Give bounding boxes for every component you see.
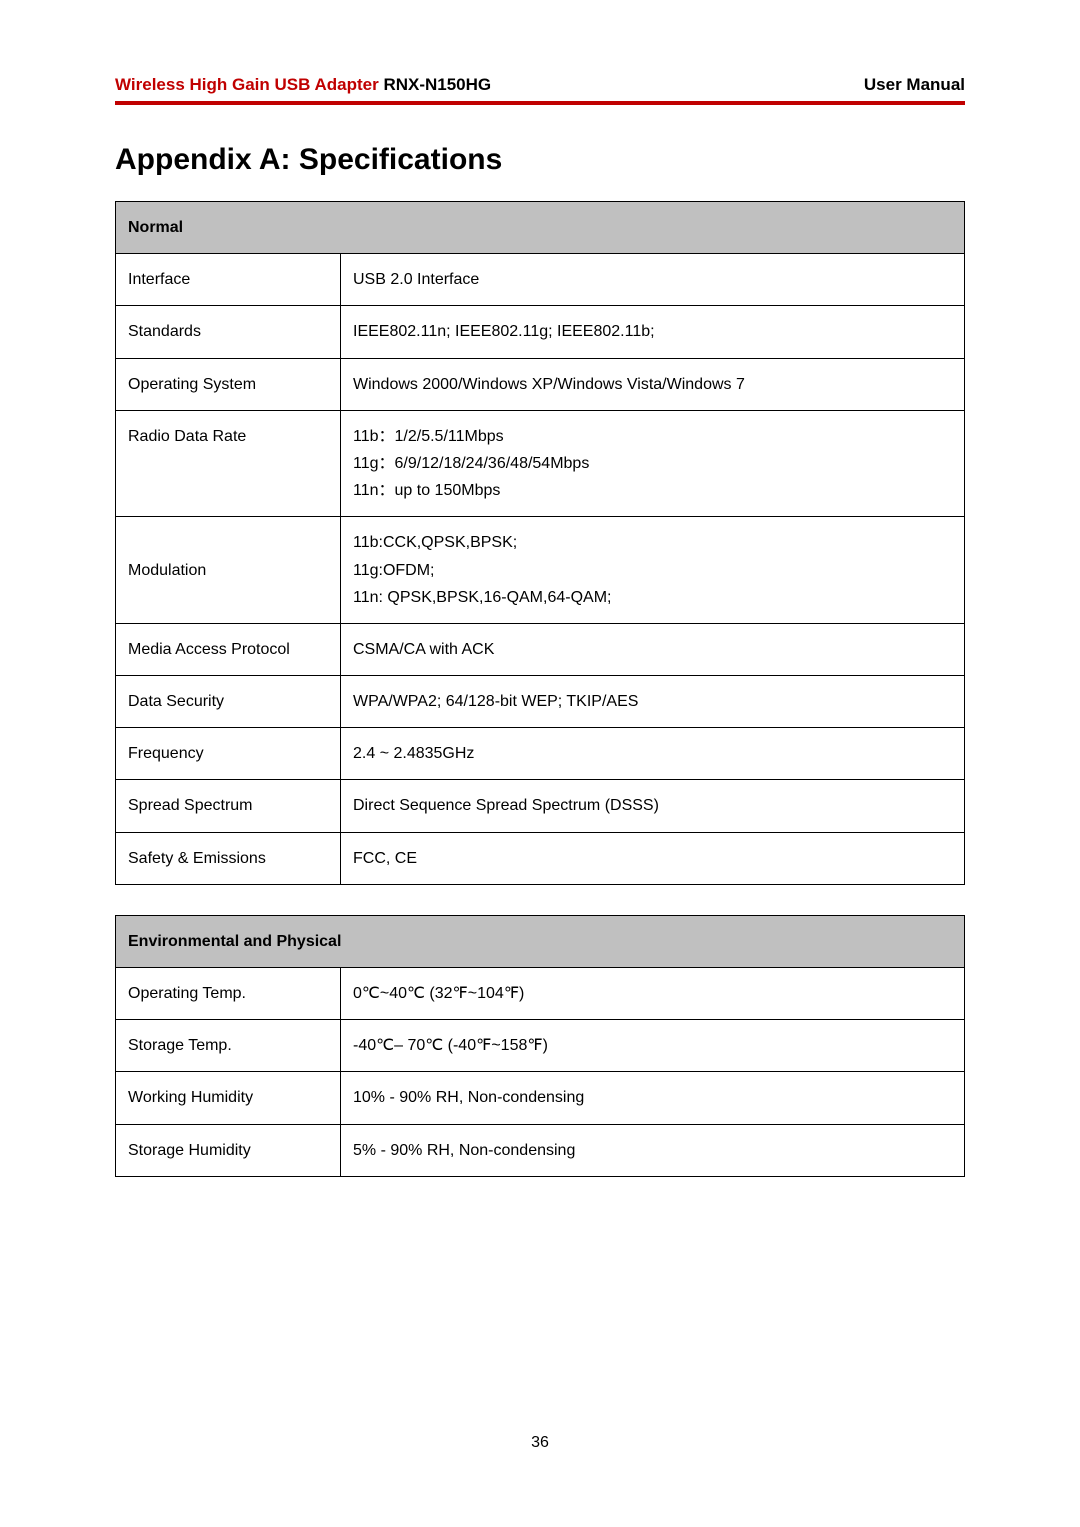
spec-value: USB 2.0 Interface bbox=[341, 254, 965, 306]
spec-label: Frequency bbox=[116, 728, 341, 780]
table-section-header: Environmental and Physical bbox=[116, 915, 965, 967]
table-row: Operating Temp. 0℃~40℃ (32℉~104℉) bbox=[116, 968, 965, 1020]
spec-value: 5% - 90% RH, Non-condensing bbox=[341, 1124, 965, 1176]
specifications-table-environmental: Environmental and Physical Operating Tem… bbox=[115, 915, 965, 1177]
table-row: Frequency 2.4 ~ 2.4835GHz bbox=[116, 728, 965, 780]
spec-value: CSMA/CA with ACK bbox=[341, 623, 965, 675]
table-row: Storage Humidity 5% - 90% RH, Non-conden… bbox=[116, 1124, 965, 1176]
table-row: Spread Spectrum Direct Sequence Spread S… bbox=[116, 780, 965, 832]
table-row: Operating System Windows 2000/Windows XP… bbox=[116, 358, 965, 410]
spec-label: Radio Data Rate bbox=[116, 410, 341, 517]
table-row: Storage Temp. -40℃– 70℃ (-40℉~158℉) bbox=[116, 1020, 965, 1072]
spec-label: Standards bbox=[116, 306, 341, 358]
spec-value: WPA/WPA2; 64/128-bit WEP; TKIP/AES bbox=[341, 676, 965, 728]
spec-value: IEEE802.11n; IEEE802.11g; IEEE802.11b; bbox=[341, 306, 965, 358]
spec-label: Storage Humidity bbox=[116, 1124, 341, 1176]
page-number: 36 bbox=[531, 1434, 549, 1452]
spec-label: Media Access Protocol bbox=[116, 623, 341, 675]
spec-label: Interface bbox=[116, 254, 341, 306]
page-title: Appendix A: Specifications bbox=[115, 143, 965, 177]
header-product-info: Wireless High Gain USB Adapter RNX-N150H… bbox=[115, 75, 491, 95]
spec-value: FCC, CE bbox=[341, 832, 965, 884]
spec-value: 2.4 ~ 2.4835GHz bbox=[341, 728, 965, 780]
spec-value: 11b:CCK,QPSK,BPSK; 11g:OFDM; 11n: QPSK,B… bbox=[341, 517, 965, 624]
table-row: Standards IEEE802.11n; IEEE802.11g; IEEE… bbox=[116, 306, 965, 358]
header-doc-type: User Manual bbox=[864, 75, 965, 95]
spec-label: Modulation bbox=[116, 517, 341, 624]
spec-value: Direct Sequence Spread Spectrum (DSSS) bbox=[341, 780, 965, 832]
product-model: RNX-N150HG bbox=[379, 75, 491, 94]
table-row: Radio Data Rate 11b：1/2/5.5/11Mbps 11g：6… bbox=[116, 410, 965, 517]
spec-value: 0℃~40℃ (32℉~104℉) bbox=[341, 968, 965, 1020]
spec-label: Operating System bbox=[116, 358, 341, 410]
spec-label: Spread Spectrum bbox=[116, 780, 341, 832]
spec-value: -40℃– 70℃ (-40℉~158℉) bbox=[341, 1020, 965, 1072]
spec-label: Data Security bbox=[116, 676, 341, 728]
table-section-header: Normal bbox=[116, 202, 965, 254]
table-row: Safety & Emissions FCC, CE bbox=[116, 832, 965, 884]
spec-value: 11b：1/2/5.5/11Mbps 11g：6/9/12/18/24/36/4… bbox=[341, 410, 965, 517]
spec-label: Safety & Emissions bbox=[116, 832, 341, 884]
document-header: Wireless High Gain USB Adapter RNX-N150H… bbox=[115, 75, 965, 105]
table-row: Working Humidity 10% - 90% RH, Non-conde… bbox=[116, 1072, 965, 1124]
table-row: Modulation 11b:CCK,QPSK,BPSK; 11g:OFDM; … bbox=[116, 517, 965, 624]
table-row: Interface USB 2.0 Interface bbox=[116, 254, 965, 306]
spec-label: Working Humidity bbox=[116, 1072, 341, 1124]
product-name: Wireless High Gain USB Adapter bbox=[115, 75, 379, 94]
spec-label: Storage Temp. bbox=[116, 1020, 341, 1072]
specifications-table-normal: Normal Interface USB 2.0 Interface Stand… bbox=[115, 201, 965, 885]
table-row: Data Security WPA/WPA2; 64/128-bit WEP; … bbox=[116, 676, 965, 728]
spec-value: 10% - 90% RH, Non-condensing bbox=[341, 1072, 965, 1124]
spec-value: Windows 2000/Windows XP/Windows Vista/Wi… bbox=[341, 358, 965, 410]
table-row: Media Access Protocol CSMA/CA with ACK bbox=[116, 623, 965, 675]
spec-label: Operating Temp. bbox=[116, 968, 341, 1020]
